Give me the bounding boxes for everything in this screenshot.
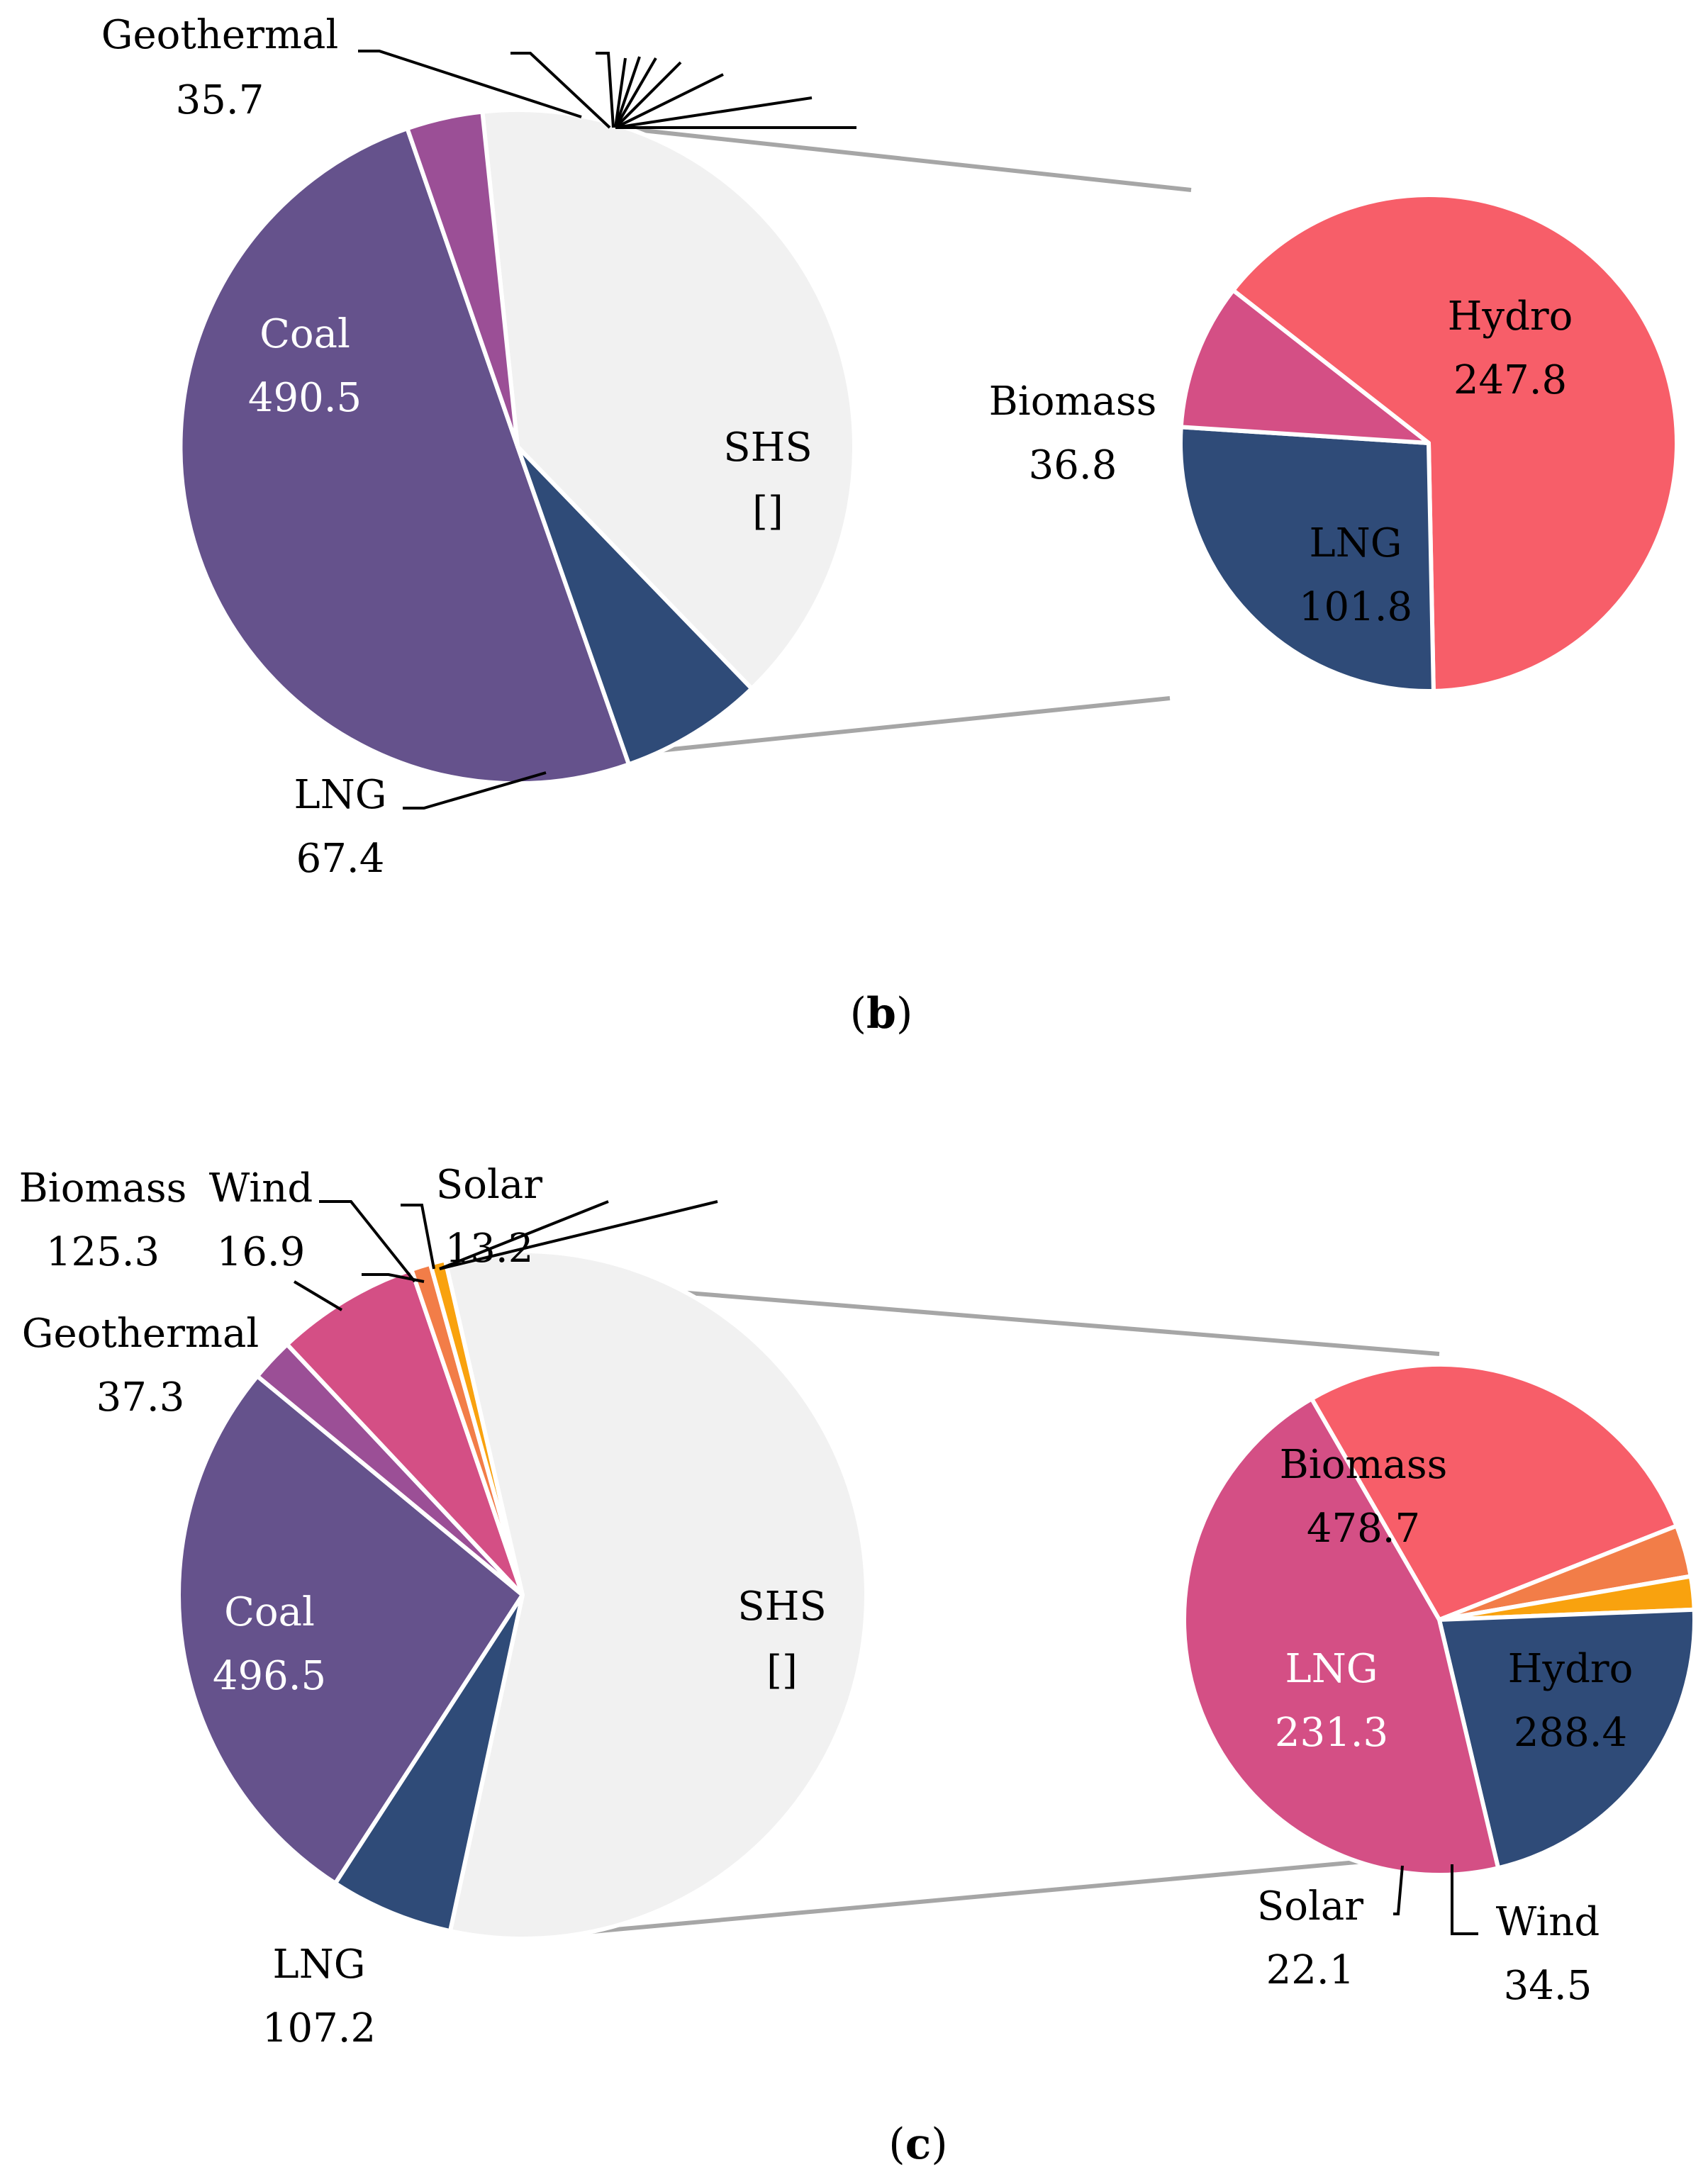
secondary-pie-b — [1178, 193, 1680, 693]
label-lng-value: 107.2 — [262, 2005, 376, 2051]
leader-line-small-b — [439, 1200, 609, 1270]
slice-biomass — [284, 1267, 525, 1597]
label-hydro-value: 288.4 — [1514, 1710, 1627, 1756]
connector-line-bottom — [616, 696, 1171, 757]
label-sec-solar-value: 22.1 — [1266, 1947, 1355, 1993]
label-biomass-value: 125.3 — [46, 1229, 160, 1275]
leader-line-small-1 — [510, 52, 611, 129]
leader-lines-c — [293, 1200, 1478, 1935]
main-pie-b — [178, 108, 857, 786]
label-geothermal-value: 37.3 — [96, 1374, 185, 1421]
leader-line-small-6 — [614, 61, 682, 129]
label-biomass-name: Biomass — [19, 1165, 187, 1211]
leader-line-small-a — [362, 1273, 425, 1283]
leader-line-small-7 — [615, 73, 724, 129]
label-sec-solar-name: Solar — [1257, 1883, 1363, 1930]
slice-lng — [515, 444, 754, 767]
slice-shs — [442, 1249, 869, 1941]
label-shs-value: [] — [766, 1647, 798, 1693]
label-sec-lng-name: LNG — [1310, 520, 1402, 566]
label-biomass-name: Biomass — [989, 379, 1157, 425]
panel-label-b: (b) — [850, 989, 913, 1038]
label-shs-value: [] — [752, 488, 783, 534]
label-sec-lng-value: 231.3 — [1275, 1710, 1388, 1756]
connector-line-top — [616, 125, 1192, 192]
leader-line-small-8 — [615, 96, 813, 129]
label-shs-name: SHS — [723, 425, 813, 471]
label-lng-name: LNG — [294, 772, 387, 818]
label-wind-value: 16.9 — [217, 1229, 306, 1275]
label-sec-lng-name: LNG — [1285, 1646, 1378, 1692]
label-wind-name: Wind — [209, 1165, 313, 1211]
slice-geothermal — [405, 109, 520, 449]
label-sec-wind-name: Wind — [1496, 1899, 1600, 1945]
leader-lines-b — [358, 50, 856, 810]
slice-lng — [1437, 1607, 1697, 1871]
label-solar-value: 13.2 — [445, 1226, 534, 1272]
leader-line-solar — [401, 1204, 435, 1270]
slice-biomass — [1181, 1396, 1501, 1877]
label-coal-value: 490.5 — [248, 375, 362, 421]
leader-line-lng — [403, 771, 547, 810]
label-sec-biomass-name: Biomass — [1280, 1442, 1448, 1488]
label-coal-name: Coal — [224, 1589, 315, 1635]
secondary-pie-c — [1181, 1362, 1697, 1877]
label-hydro-name: Hydro — [1508, 1646, 1634, 1692]
label-biomass-value: 36.8 — [1029, 442, 1117, 488]
leader-line-small-5 — [614, 57, 657, 129]
slice-hydro — [1231, 193, 1680, 693]
label-geothermal-name: Geothermal — [22, 1311, 259, 1357]
panel-label-c: (c) — [888, 2119, 947, 2169]
label-coal-name: Coal — [259, 311, 350, 357]
label-geothermal-name: Geothermal — [101, 12, 338, 58]
slice-coal — [178, 126, 631, 786]
main-pie-c — [177, 1249, 869, 1941]
panel-c: Biomass 125.3 Wind 16.9 Solar 13.2 Geoth… — [19, 1162, 1697, 2169]
leader-line-wind — [319, 1200, 416, 1283]
connector-line-bottom — [552, 1855, 1412, 1937]
label-hydro-name: Hydro — [1448, 293, 1573, 340]
label-sec-biomass-value: 478.7 — [1307, 1506, 1420, 1552]
label-sec-wind-value: 34.5 — [1504, 1963, 1592, 2009]
leader-line-geothermal — [358, 50, 582, 118]
leader-line-sec-wind — [1451, 1864, 1478, 1935]
label-solar-name: Solar — [436, 1162, 542, 1208]
label-geothermal-value: 35.7 — [176, 77, 264, 123]
leader-line-small-2 — [596, 52, 615, 128]
leader-line-small-c — [439, 1200, 718, 1270]
leader-line-small-3 — [614, 57, 627, 128]
leader-line-small-4 — [614, 56, 641, 128]
label-sec-lng-value: 101.8 — [1299, 584, 1412, 630]
leader-line-biomass — [293, 1280, 343, 1311]
label-shs-name: SHS — [737, 1584, 827, 1630]
leader-line-sec-solar — [1393, 1865, 1404, 1915]
label-lng-name: LNG — [273, 1942, 366, 1988]
label-coal-value: 496.5 — [213, 1653, 326, 1699]
label-hydro-value: 247.8 — [1453, 357, 1567, 403]
label-lng-value: 67.4 — [296, 836, 385, 882]
slice-lng — [333, 1593, 525, 1934]
slice-coal — [177, 1374, 525, 1886]
slice-lng — [1178, 425, 1436, 693]
panel-b: Geothermal 35.7 Coal 490.5 SHS [] LNG 67… — [101, 12, 1680, 1038]
slice-biomass — [1178, 288, 1431, 445]
